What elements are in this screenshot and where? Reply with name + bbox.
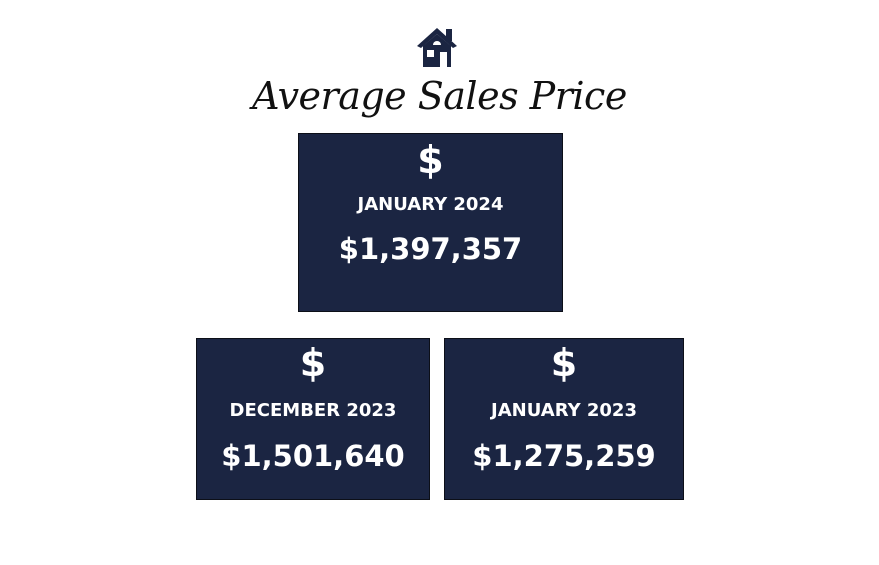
- value: $1,397,357: [338, 232, 523, 266]
- dollar-icon: $: [299, 341, 327, 385]
- value: $1,501,640: [221, 439, 405, 473]
- dollar-icon: $: [550, 341, 578, 385]
- value: $1,275,259: [472, 439, 656, 473]
- period: JANUARY 2024: [357, 194, 504, 215]
- title: Average Sales Price: [252, 74, 627, 118]
- card: $ DECEMBER 2023 $1,501,640: [196, 338, 430, 500]
- dollar-icon: $: [417, 138, 444, 182]
- period: DECEMBER 2023: [229, 400, 397, 421]
- house-icon: [417, 28, 457, 67]
- card: $ JANUARY 2023 $1,275,259: [444, 338, 684, 500]
- card: $ JANUARY 2024 $1,397,357: [298, 133, 563, 312]
- period: JANUARY 2023: [491, 400, 637, 421]
